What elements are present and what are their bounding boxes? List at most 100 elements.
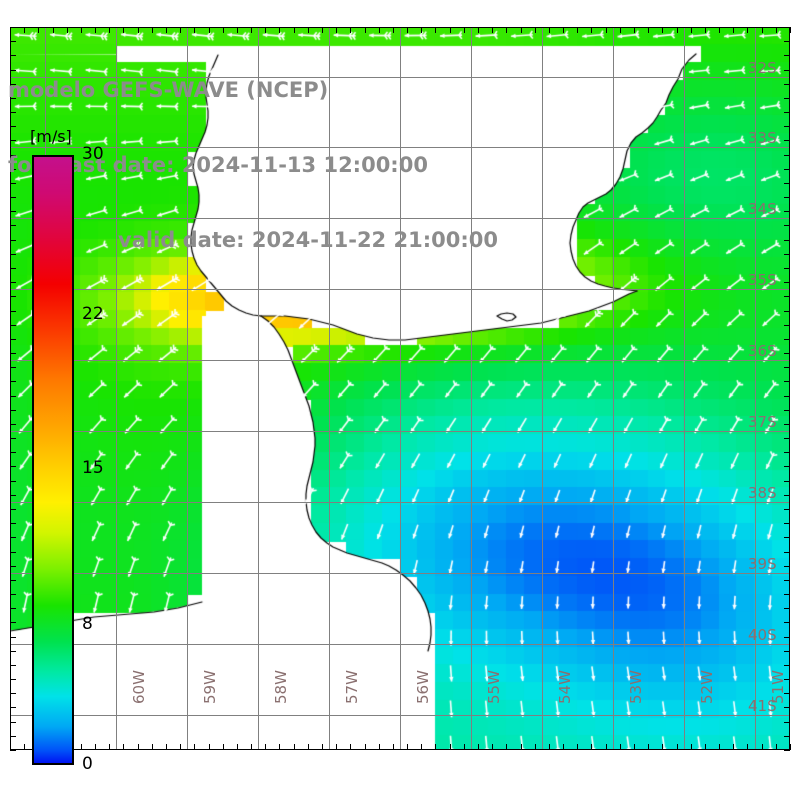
axis-tick	[10, 509, 16, 510]
axis-tick	[784, 325, 790, 326]
axis-tick	[10, 622, 16, 623]
gridline-horizontal	[10, 644, 790, 645]
axis-tick	[10, 41, 16, 42]
axis-tick	[138, 27, 139, 33]
axis-tick	[10, 679, 16, 680]
axis-tick	[237, 744, 238, 750]
axis-tick	[784, 396, 790, 397]
axis-tick	[606, 27, 607, 33]
axis-tick	[784, 410, 790, 411]
gridline-vertical	[542, 27, 543, 750]
gridline-vertical	[400, 27, 401, 750]
axis-tick	[784, 353, 790, 354]
axis-tick	[577, 744, 578, 750]
axis-tick	[784, 268, 790, 269]
axis-tick	[10, 424, 16, 425]
axis-tick	[784, 693, 790, 694]
axis-tick	[109, 744, 110, 750]
axis-tick	[10, 438, 16, 439]
axis-tick	[762, 744, 763, 750]
axis-tick	[784, 424, 790, 425]
axis-tick	[535, 744, 536, 750]
axis-tick	[10, 27, 11, 33]
axis-tick	[407, 27, 408, 33]
axis-tick	[10, 608, 16, 609]
axis-tick	[620, 27, 621, 33]
axis-tick	[123, 744, 124, 750]
axis-tick	[10, 225, 16, 226]
axis-tick	[365, 744, 366, 750]
axis-tick	[166, 27, 167, 33]
axis-tick	[784, 381, 790, 382]
axis-tick	[10, 367, 16, 368]
axis-tick	[784, 552, 790, 553]
axis-tick	[784, 495, 790, 496]
axis-tick	[733, 744, 734, 750]
axis-tick	[591, 744, 592, 750]
axis-tick	[784, 665, 790, 666]
axis-tick	[784, 41, 790, 42]
axis-tick	[784, 296, 790, 297]
axis-tick	[10, 296, 16, 297]
axis-tick	[577, 27, 578, 33]
axis-tick	[762, 27, 763, 33]
latitude-label: 35S	[748, 271, 777, 289]
axis-tick	[365, 27, 366, 33]
axis-tick	[180, 27, 181, 33]
title-valid-date: valid date: 2024-11-22 21:00:00	[118, 228, 498, 252]
axis-tick	[450, 27, 451, 33]
axis-tick	[123, 27, 124, 33]
axis-tick	[506, 744, 507, 750]
axis-tick	[549, 27, 550, 33]
gridline-vertical	[471, 27, 472, 750]
latitude-label: 32S	[748, 59, 777, 77]
axis-tick	[407, 744, 408, 750]
axis-tick	[506, 27, 507, 33]
axis-tick	[450, 744, 451, 750]
latitude-label: 36S	[748, 342, 777, 360]
axis-tick	[294, 27, 295, 33]
axis-tick	[784, 183, 790, 184]
axis-tick	[521, 27, 522, 33]
axis-tick	[10, 693, 16, 694]
axis-tick	[705, 27, 706, 33]
axis-tick	[67, 27, 68, 33]
axis-tick	[784, 84, 790, 85]
axis-tick	[784, 126, 790, 127]
axis-tick	[209, 27, 210, 33]
axis-tick	[10, 651, 16, 652]
axis-tick	[784, 750, 790, 751]
gridline-horizontal	[10, 431, 790, 432]
axis-tick	[10, 183, 16, 184]
axis-tick	[790, 744, 791, 750]
axis-tick	[784, 27, 790, 28]
axis-tick	[719, 744, 720, 750]
axis-tick	[478, 744, 479, 750]
axis-tick	[10, 70, 16, 71]
axis-tick	[10, 722, 16, 723]
axis-tick	[733, 27, 734, 33]
gridline-vertical	[329, 27, 330, 750]
axis-tick	[10, 396, 16, 397]
axis-tick	[784, 537, 790, 538]
latitude-label: 41S	[748, 697, 777, 715]
axis-tick	[784, 169, 790, 170]
colorbar-tick-label: 0	[82, 754, 93, 774]
axis-tick	[784, 112, 790, 113]
axis-tick	[10, 466, 16, 467]
axis-tick	[223, 744, 224, 750]
axis-tick	[784, 580, 790, 581]
axis-tick	[10, 197, 16, 198]
map-plot-area: 61W60W59W58W57W56W55W54W53W52W51W 32S33S…	[10, 27, 790, 750]
axis-tick	[784, 55, 790, 56]
axis-tick	[180, 744, 181, 750]
latitude-label: 33S	[748, 129, 777, 147]
axis-tick	[10, 325, 16, 326]
axis-tick	[81, 27, 82, 33]
axis-tick	[10, 665, 16, 666]
axis-tick	[10, 750, 16, 751]
axis-tick	[784, 651, 790, 652]
colorbar-unit-label: [m/s]	[30, 127, 72, 146]
axis-tick	[95, 744, 96, 750]
colorbar-tick-label: 15	[82, 457, 104, 478]
